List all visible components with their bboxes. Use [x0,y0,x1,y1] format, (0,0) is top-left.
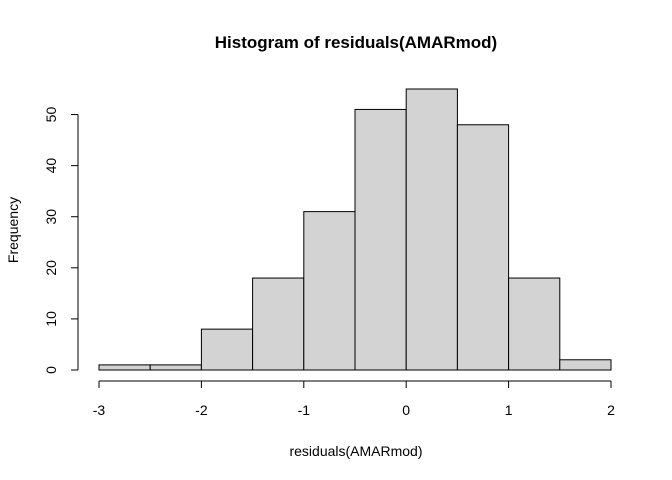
x-tick-label: 0 [402,402,410,418]
histogram-bar [200,328,254,371]
histogram-bar [405,88,458,371]
histogram-bar [354,108,407,371]
histogram-bar [559,359,612,371]
x-tick-label: 2 [607,402,615,418]
histogram-bar [252,277,305,371]
y-axis: 0 10 20 30 40 50 [43,107,79,374]
x-tick-label: 1 [505,402,513,418]
chart-title: Histogram of residuals(AMARmod) [215,33,497,52]
histogram-bar [456,124,510,371]
bars-group [98,88,612,371]
histogram-bar [98,364,151,371]
y-tick-label: 30 [43,209,59,225]
x-axis: -3 -2 -1 0 1 2 [93,380,615,418]
x-tick-label: -3 [93,402,106,418]
y-tick-label: 20 [43,260,59,276]
y-axis-label: Frequency [5,197,21,263]
x-axis-label: residuals(AMARmod) [289,443,422,459]
y-tick-label: 50 [43,107,59,123]
y-tick-label: 40 [43,158,59,174]
x-tick-label: -2 [195,402,208,418]
y-tick-label: 0 [43,366,59,374]
x-tick-label: -1 [298,402,311,418]
histogram-bar [149,364,202,371]
histogram-bar [303,211,356,371]
histogram-bar [508,277,561,371]
y-tick-label: 10 [43,311,59,327]
